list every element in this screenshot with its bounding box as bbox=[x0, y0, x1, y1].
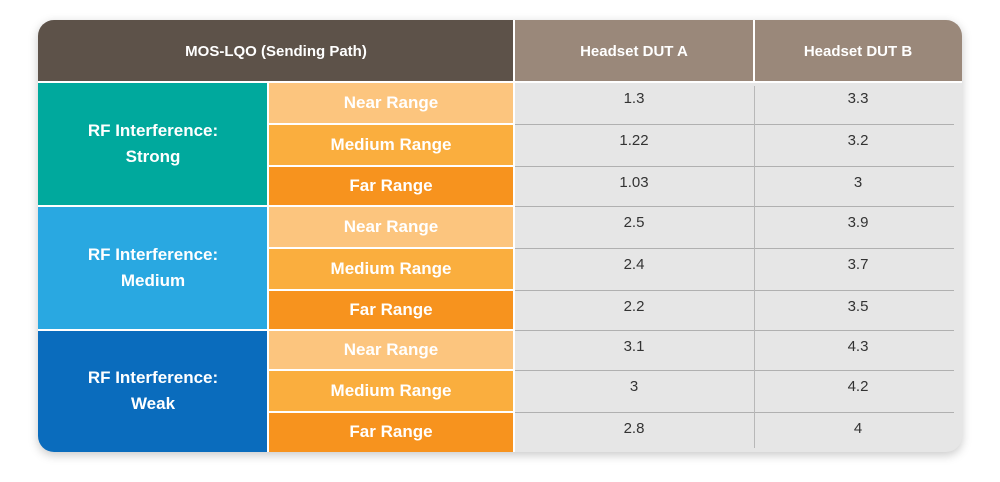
range-label: Far Range bbox=[268, 290, 514, 330]
white-divider bbox=[268, 289, 514, 291]
value-dut-b: 4.2 bbox=[847, 378, 869, 395]
white-divider bbox=[268, 411, 514, 413]
range-label: Medium Range bbox=[268, 370, 514, 412]
range-label: Near Range bbox=[268, 82, 514, 124]
row-divider bbox=[514, 206, 954, 207]
value-dut-a: 2.8 bbox=[623, 420, 645, 437]
value-dut-b: 4 bbox=[853, 420, 863, 437]
column-divider bbox=[754, 86, 755, 448]
value-dut-b: 3.5 bbox=[847, 298, 869, 315]
value-dut-b: 3.2 bbox=[847, 132, 869, 149]
white-divider bbox=[268, 165, 514, 167]
white-divider bbox=[753, 20, 755, 82]
column-header-dut-b: Headset DUT B bbox=[754, 20, 962, 82]
group-label-3: RF Interference: Weak bbox=[38, 330, 268, 452]
range-label: Medium Range bbox=[268, 124, 514, 166]
row-divider bbox=[514, 370, 954, 371]
row-divider bbox=[514, 412, 954, 413]
white-divider bbox=[268, 247, 514, 249]
value-dut-a: 1.3 bbox=[623, 90, 645, 107]
range-label: Far Range bbox=[268, 166, 514, 206]
range-label: Near Range bbox=[268, 330, 514, 370]
row-divider bbox=[514, 166, 954, 167]
value-dut-b: 3.7 bbox=[847, 256, 869, 273]
value-dut-a: 2.4 bbox=[623, 256, 645, 273]
value-dut-a: 2.5 bbox=[623, 214, 645, 231]
white-divider bbox=[268, 369, 514, 371]
mos-lqo-table: MOS-LQO (Sending Path) Headset DUT A Hea… bbox=[38, 20, 962, 452]
value-dut-b: 3.3 bbox=[847, 90, 869, 107]
group-label-line1: RF Interference: bbox=[87, 245, 219, 264]
value-dut-a: 2.2 bbox=[623, 298, 645, 315]
white-divider bbox=[267, 82, 269, 452]
group-label-2: RF Interference: Medium bbox=[38, 206, 268, 330]
corner-header: MOS-LQO (Sending Path) bbox=[38, 20, 514, 82]
value-dut-a: 3.1 bbox=[623, 338, 645, 355]
row-divider bbox=[514, 124, 954, 125]
range-label: Far Range bbox=[268, 412, 514, 452]
white-divider bbox=[513, 20, 515, 452]
value-dut-a: 1.22 bbox=[619, 132, 649, 149]
group-label-1: RF Interference: Strong bbox=[38, 82, 268, 206]
value-dut-a: 1.03 bbox=[619, 174, 649, 191]
white-divider bbox=[38, 81, 962, 83]
white-divider bbox=[38, 205, 514, 207]
white-divider bbox=[38, 329, 514, 331]
value-dut-b: 3 bbox=[853, 174, 863, 191]
row-divider bbox=[514, 330, 954, 331]
range-label: Near Range bbox=[268, 206, 514, 248]
white-divider bbox=[268, 123, 514, 125]
row-divider bbox=[514, 248, 954, 249]
value-dut-b: 4.3 bbox=[847, 338, 869, 355]
value-dut-b: 3.9 bbox=[847, 214, 869, 231]
group-label-line2: Medium bbox=[120, 271, 186, 290]
column-header-dut-a: Headset DUT A bbox=[514, 20, 754, 82]
group-label-line1: RF Interference: bbox=[87, 368, 219, 387]
row-divider bbox=[514, 290, 954, 291]
group-label-line1: RF Interference: bbox=[87, 121, 219, 140]
range-label: Medium Range bbox=[268, 248, 514, 290]
group-label-line2: Weak bbox=[130, 394, 176, 413]
group-label-line2: Strong bbox=[125, 147, 181, 166]
value-dut-a: 3 bbox=[629, 378, 639, 395]
